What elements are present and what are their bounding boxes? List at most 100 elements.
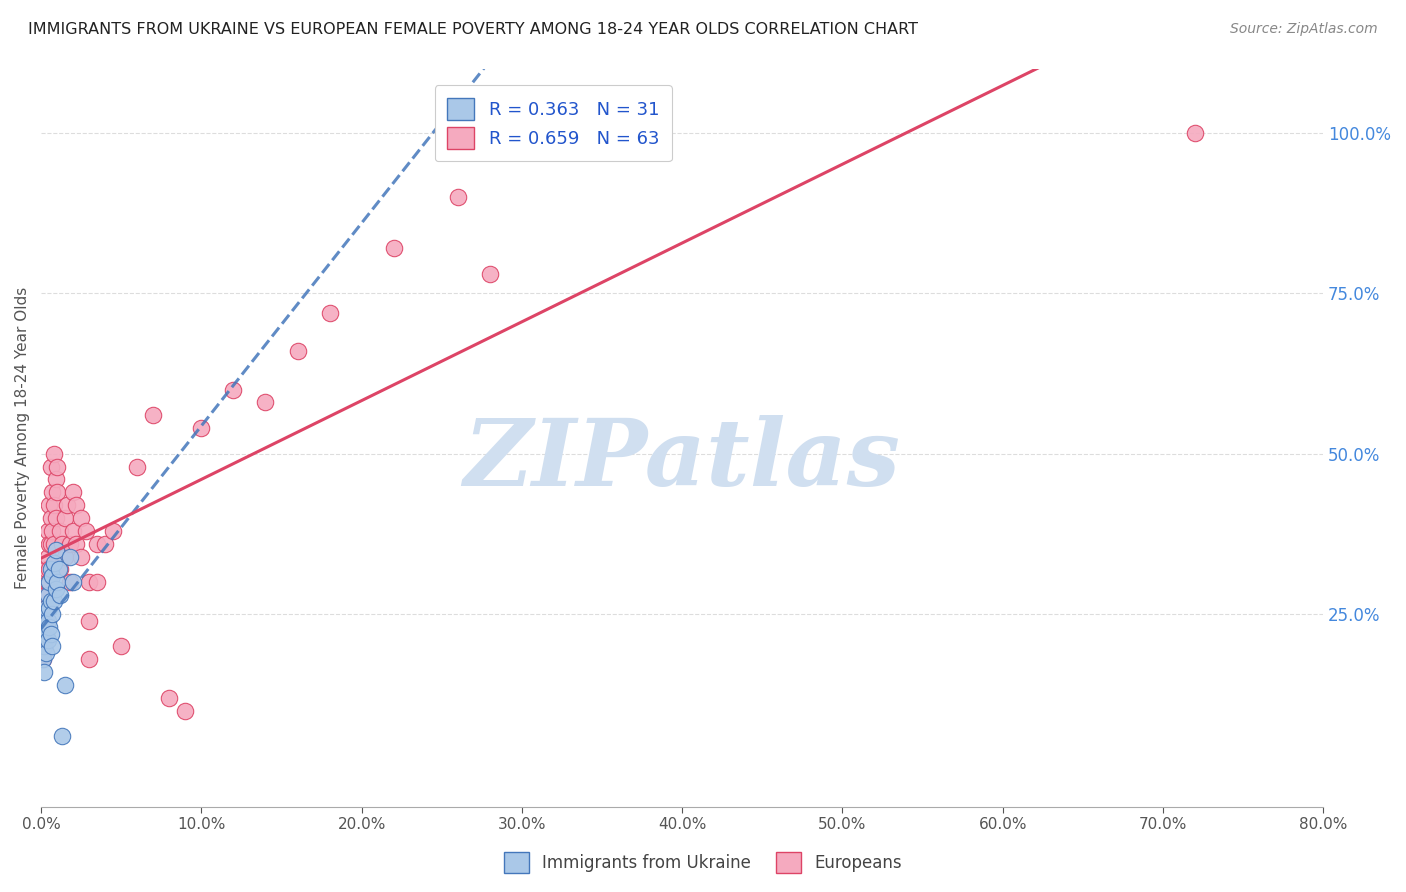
Point bbox=[62, 485, 84, 500]
Point bbox=[53, 549, 76, 564]
Point bbox=[222, 383, 245, 397]
Legend: R = 0.363   N = 31, R = 0.659   N = 63: R = 0.363 N = 31, R = 0.659 N = 63 bbox=[434, 85, 672, 161]
Point bbox=[51, 537, 73, 551]
Point bbox=[44, 543, 66, 558]
Point bbox=[34, 640, 56, 654]
Point bbox=[287, 344, 309, 359]
Point bbox=[34, 640, 56, 654]
Point bbox=[44, 582, 66, 596]
Point bbox=[1184, 126, 1206, 140]
Point bbox=[42, 498, 65, 512]
Point bbox=[37, 549, 59, 564]
Point bbox=[35, 614, 58, 628]
Point bbox=[49, 562, 72, 576]
Point bbox=[31, 640, 53, 654]
Point bbox=[53, 678, 76, 692]
Point bbox=[31, 652, 53, 666]
Point bbox=[53, 511, 76, 525]
Point bbox=[157, 690, 180, 705]
Point bbox=[254, 395, 277, 409]
Point bbox=[35, 588, 58, 602]
Point bbox=[382, 241, 405, 255]
Point bbox=[59, 537, 82, 551]
Point bbox=[39, 459, 62, 474]
Point bbox=[86, 537, 108, 551]
Point bbox=[49, 524, 72, 538]
Y-axis label: Female Poverty Among 18-24 Year Olds: Female Poverty Among 18-24 Year Olds bbox=[15, 286, 30, 589]
Point bbox=[190, 421, 212, 435]
Point bbox=[42, 537, 65, 551]
Legend: Immigrants from Ukraine, Europeans: Immigrants from Ukraine, Europeans bbox=[498, 846, 908, 880]
Point bbox=[31, 626, 53, 640]
Point bbox=[48, 562, 70, 576]
Point bbox=[39, 626, 62, 640]
Point bbox=[35, 562, 58, 576]
Point bbox=[447, 190, 470, 204]
Point bbox=[37, 575, 59, 590]
Point bbox=[37, 588, 59, 602]
Point bbox=[174, 704, 197, 718]
Point bbox=[142, 409, 165, 423]
Point bbox=[59, 575, 82, 590]
Point bbox=[70, 511, 93, 525]
Point bbox=[41, 640, 63, 654]
Point bbox=[38, 537, 60, 551]
Point bbox=[35, 646, 58, 660]
Point bbox=[65, 498, 87, 512]
Point bbox=[42, 447, 65, 461]
Point bbox=[39, 537, 62, 551]
Point bbox=[49, 588, 72, 602]
Point bbox=[318, 305, 340, 319]
Text: ZIPatlas: ZIPatlas bbox=[464, 415, 901, 505]
Point bbox=[38, 562, 60, 576]
Point bbox=[39, 511, 62, 525]
Point bbox=[37, 614, 59, 628]
Point bbox=[38, 620, 60, 634]
Point bbox=[31, 626, 53, 640]
Point bbox=[39, 562, 62, 576]
Point bbox=[41, 524, 63, 538]
Point bbox=[41, 485, 63, 500]
Point bbox=[62, 575, 84, 590]
Point bbox=[59, 549, 82, 564]
Point bbox=[77, 575, 100, 590]
Point bbox=[34, 588, 56, 602]
Point bbox=[75, 524, 97, 538]
Point bbox=[478, 267, 501, 281]
Point bbox=[70, 549, 93, 564]
Point bbox=[34, 614, 56, 628]
Point bbox=[77, 614, 100, 628]
Point bbox=[34, 665, 56, 680]
Point bbox=[44, 473, 66, 487]
Point bbox=[42, 556, 65, 570]
Text: Source: ZipAtlas.com: Source: ZipAtlas.com bbox=[1230, 22, 1378, 37]
Point bbox=[46, 459, 69, 474]
Point bbox=[77, 652, 100, 666]
Point bbox=[65, 537, 87, 551]
Point bbox=[103, 524, 125, 538]
Point bbox=[110, 640, 132, 654]
Point bbox=[42, 594, 65, 608]
Point bbox=[62, 524, 84, 538]
Point bbox=[31, 652, 53, 666]
Point bbox=[41, 569, 63, 583]
Point bbox=[41, 607, 63, 622]
Point bbox=[39, 594, 62, 608]
Point bbox=[94, 537, 117, 551]
Text: IMMIGRANTS FROM UKRAINE VS EUROPEAN FEMALE POVERTY AMONG 18-24 YEAR OLDS CORRELA: IMMIGRANTS FROM UKRAINE VS EUROPEAN FEMA… bbox=[28, 22, 918, 37]
Point bbox=[46, 485, 69, 500]
Point bbox=[38, 601, 60, 615]
Point bbox=[37, 633, 59, 648]
Point bbox=[44, 511, 66, 525]
Point bbox=[35, 626, 58, 640]
Point bbox=[55, 498, 77, 512]
Point bbox=[86, 575, 108, 590]
Point bbox=[35, 601, 58, 615]
Point bbox=[34, 614, 56, 628]
Point bbox=[51, 730, 73, 744]
Point bbox=[46, 575, 69, 590]
Point bbox=[38, 575, 60, 590]
Point bbox=[127, 459, 149, 474]
Point bbox=[38, 498, 60, 512]
Point bbox=[37, 524, 59, 538]
